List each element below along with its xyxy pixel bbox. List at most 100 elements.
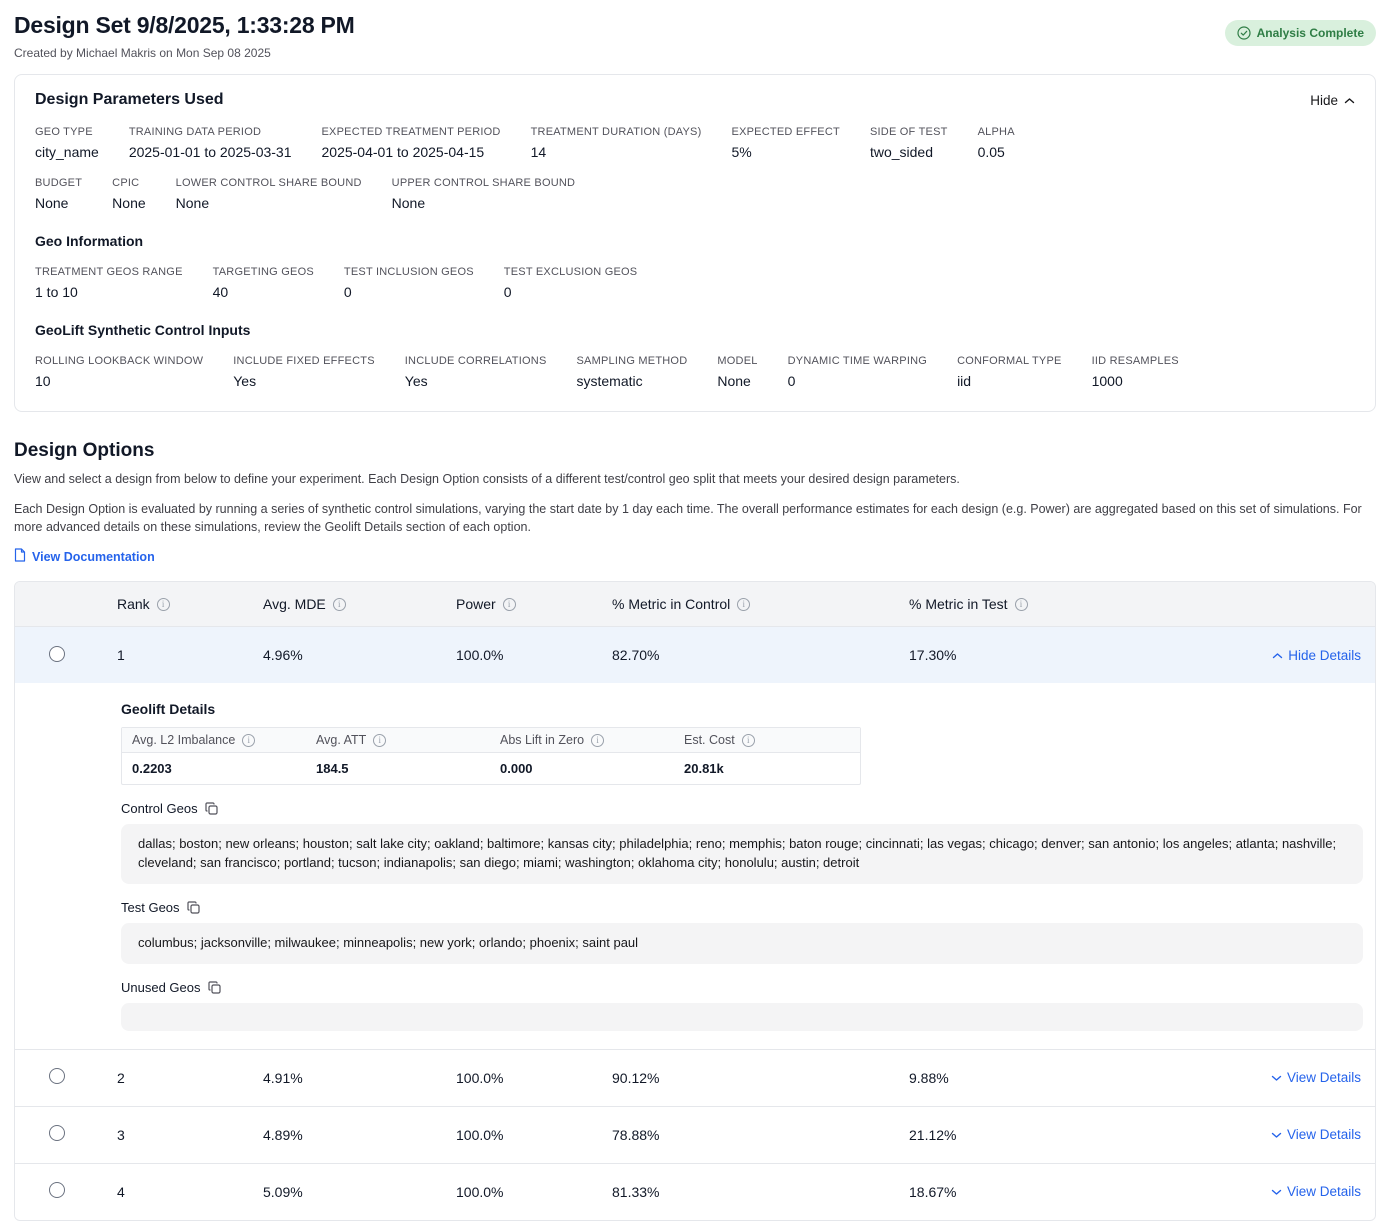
param-budget: BUDGET None (35, 177, 82, 211)
view-details-link[interactable]: View Details (1271, 1127, 1361, 1142)
param-upper-control-share-bound: UPPER CONTROL SHARE BOUND None (392, 177, 576, 211)
param-value: None (112, 195, 146, 211)
metric-in-test-value: 9.88% (909, 1069, 949, 1086)
page-subtitle: Created by Michael Makris on Mon Sep 08 … (14, 46, 271, 60)
design-option-row-1[interactable]: 1 4.96% 100.0% 82.70% 17.30% Hide Detail… (15, 626, 1375, 684)
synthetic-control-row: ROLLING LOOKBACK WINDOW 10 INCLUDE FIXED… (35, 355, 1355, 389)
select-option-radio[interactable] (49, 1125, 65, 1142)
hide-parameters-button[interactable]: Hide (1310, 93, 1355, 108)
copy-icon[interactable] (186, 901, 200, 914)
actions-cell: Hide Details (1169, 648, 1375, 663)
metric-in-control-value: 90.12% (612, 1069, 660, 1086)
param-label: CPIC (112, 177, 140, 189)
header-avg-mde-label: Avg. MDE (263, 596, 326, 613)
page-header: Design Set 9/8/2025, 1:33:28 PM Created … (14, 12, 1376, 60)
info-icon[interactable] (737, 597, 751, 611)
detail-value-l2-imbalance: 0.2203 (132, 761, 172, 777)
param-value: 2025-04-01 to 2025-04-15 (321, 144, 485, 160)
param-label: DYNAMIC TIME WARPING (787, 355, 928, 367)
param-model: MODEL None (717, 355, 757, 389)
parameters-row-1: GEO TYPE city_name TRAINING DATA PERIOD … (35, 126, 1355, 160)
param-dynamic-time-warping: DYNAMIC TIME WARPING 0 (788, 355, 927, 389)
table-header-row: Rank Avg. MDE Power % Metric in Control … (15, 582, 1375, 627)
parameters-row-2: BUDGET None CPIC None LOWER CONTROL SHAR… (35, 177, 1355, 211)
view-documentation-label: View Documentation (32, 549, 155, 564)
hide-details-link[interactable]: Hide Details (1272, 648, 1361, 663)
rank-value: 1 (117, 647, 125, 664)
actions-cell: View Details (1169, 1127, 1375, 1142)
design-option-row-2[interactable]: 2 4.91% 100.0% 90.12% 9.88% View Details (15, 1048, 1375, 1106)
avg-mde-value: 4.91% (263, 1069, 303, 1086)
document-icon (14, 548, 26, 565)
design-parameters-card: Design Parameters Used Hide GEO TYPE cit… (14, 74, 1376, 412)
copy-icon[interactable] (204, 802, 218, 815)
view-details-label: View Details (1286, 1184, 1361, 1200)
header-power: Power (456, 596, 612, 612)
metric-in-test-value: 21.12% (909, 1126, 957, 1143)
chevron-up-icon (1272, 648, 1283, 663)
design-options-intro: View and select a design from below to d… (14, 472, 960, 486)
chevron-down-icon (1271, 1070, 1282, 1085)
param-label: UPPER CONTROL SHARE BOUND (391, 177, 576, 189)
param-label: TRAINING DATA PERIOD (128, 126, 262, 138)
view-documentation-link[interactable]: View Documentation (14, 548, 155, 565)
detail-header-avg-att: Avg. ATT (306, 728, 490, 754)
detail-value-est-cost: 20.81k (684, 761, 724, 777)
select-option-radio[interactable] (49, 1068, 65, 1085)
select-option-radio[interactable] (49, 645, 65, 662)
detail-header-label: Avg. ATT (316, 733, 367, 748)
detail-value-avg-att: 184.5 (316, 761, 349, 777)
design-option-row-3[interactable]: 3 4.89% 100.0% 78.88% 21.12% View Detail… (15, 1105, 1375, 1163)
info-icon[interactable] (1014, 597, 1028, 611)
param-label: TEST EXCLUSION GEOS (503, 266, 638, 278)
info-icon[interactable] (156, 597, 170, 611)
param-alpha: ALPHA 0.05 (978, 126, 1015, 160)
param-value: 0 (503, 284, 512, 300)
param-label: ALPHA (977, 126, 1015, 138)
param-value: 14 (530, 144, 547, 160)
param-value: iid (957, 373, 972, 389)
param-label: EXPECTED TREATMENT PERIOD (321, 126, 501, 138)
metric-in-control-value: 78.88% (612, 1126, 660, 1143)
view-details-link[interactable]: View Details (1271, 1184, 1361, 1199)
info-icon[interactable] (332, 597, 346, 611)
info-icon[interactable] (242, 733, 256, 747)
param-label: SAMPLING METHOD (576, 355, 688, 367)
detail-header-label: Est. Cost (684, 733, 735, 748)
param-test-exclusion-geos: TEST EXCLUSION GEOS 0 (504, 266, 638, 300)
geo-information-row: TREATMENT GEOS RANGE 1 to 10 TARGETING G… (35, 266, 1355, 300)
info-icon[interactable] (502, 597, 516, 611)
power-value: 100.0% (456, 647, 504, 664)
param-treatment-duration: TREATMENT DURATION (DAYS) 14 (531, 126, 702, 160)
design-options-title: Design Options (14, 440, 155, 461)
param-value: city_name (35, 144, 99, 160)
view-details-link[interactable]: View Details (1271, 1070, 1361, 1085)
info-icon[interactable] (373, 733, 387, 747)
test-geos-label: Test Geos (121, 900, 180, 916)
param-value: systematic (576, 373, 643, 389)
param-cpic: CPIC None (112, 177, 145, 211)
metric-in-test-value: 18.67% (909, 1183, 957, 1200)
actions-cell: View Details (1169, 1070, 1375, 1085)
status-badge: Analysis Complete (1224, 20, 1376, 46)
param-value: two_sided (869, 144, 933, 160)
design-options-evaluation-note: Each Design Option is evaluated by runni… (14, 502, 1362, 535)
info-icon[interactable] (591, 733, 605, 747)
info-icon[interactable] (741, 733, 755, 747)
select-option-radio[interactable] (49, 1182, 65, 1199)
param-label: SIDE OF TEST (869, 126, 948, 138)
geolift-details-title: Geolift Details (121, 701, 216, 718)
param-expected-effect: EXPECTED EFFECT 5% (732, 126, 840, 160)
param-value: None (35, 195, 69, 211)
copy-icon[interactable] (207, 981, 221, 994)
param-lower-control-share-bound: LOWER CONTROL SHARE BOUND None (176, 177, 362, 211)
test-geos-label-row: Test Geos (121, 900, 200, 915)
view-details-label: View Details (1286, 1070, 1361, 1086)
power-value: 100.0% (456, 1126, 504, 1143)
power-value: 100.0% (456, 1183, 504, 1200)
control-geos-label-row: Control Geos (121, 801, 218, 816)
design-option-row-4[interactable]: 4 5.09% 100.0% 81.33% 18.67% View Detail… (15, 1162, 1375, 1220)
param-value: 5% (731, 144, 752, 160)
design-options-table: Rank Avg. MDE Power % Metric in Control … (14, 581, 1376, 1221)
